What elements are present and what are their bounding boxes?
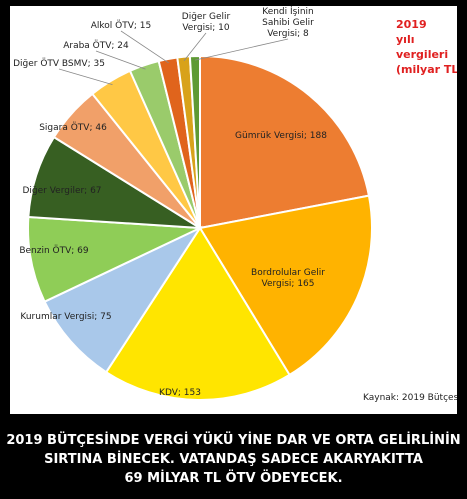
slice-label-line: Diğer Gelir (182, 12, 231, 22)
slice-label: Diğer Gelir Vergisi; 10 (182, 12, 231, 33)
slice-label: Araba ÖTV; 24 (63, 40, 129, 51)
slice-label: Kendi İşinin Sahibi Gelir Vergisi; 8 (262, 6, 314, 39)
slice-label-line: Sigara ÖTV; 46 (39, 122, 107, 133)
slice-label: Gümrük Vergisi; 188 (235, 131, 327, 141)
slice-label-line: Alkol ÖTV; 15 (91, 20, 152, 31)
slice-label-line: Bordrolular Gelir (251, 268, 325, 278)
leader-line (120, 30, 169, 64)
slice-label: Sigara ÖTV; 46 (39, 122, 107, 133)
caption: 2019 BÜTÇESİNDE VERGİ YÜKÜ YİNE DAR VE O… (0, 422, 467, 496)
leader-line (195, 38, 289, 61)
slice-label: KDV; 153 (159, 388, 201, 398)
caption-line: SIRTINA BİNECEK. VATANDAŞ SADECE AKARYAK… (44, 451, 423, 467)
slice-label-line: Diğer ÖTV BSMV; 35 (13, 58, 105, 69)
note-line: 2019 (396, 18, 427, 31)
slice-label-line: Kurumlar Vergisi; 75 (20, 312, 111, 322)
pie-slice (188, 54, 201, 229)
pie-slice (104, 226, 291, 401)
slice-label-line: Gümrük Vergisi; 188 (235, 131, 327, 141)
pie-slices (27, 54, 373, 401)
pie-slice (199, 54, 371, 230)
leader-line (183, 32, 207, 62)
caption-line: 2019 BÜTÇESİNDE VERGİ YÜKÜ YİNE DAR VE O… (6, 432, 461, 448)
note-line: (milyar TL) (396, 63, 457, 76)
note-line: yılı (396, 33, 414, 46)
caption-line: 69 MİLYAR TL ÖTV ÖDEYECEK. (124, 470, 343, 486)
source-note: Kaynak: 2019 Bütçesi (363, 393, 457, 403)
chart-note: 2019 yılı vergileri (milyar TL) (396, 18, 457, 76)
slice-label-line: Kendi İşinin (262, 6, 314, 17)
slice-label: Bordrolular Gelir Vergisi; 165 (251, 268, 325, 289)
slice-label-line: Sahibi Gelir (262, 18, 314, 28)
leader-line (95, 50, 146, 70)
pie-slice (43, 225, 203, 374)
slice-label-line: Benzin ÖTV; 69 (19, 245, 89, 256)
slice-label-line: Diğer Vergiler; 67 (22, 186, 101, 196)
slice-label: Diğer ÖTV BSMV; 35 (13, 58, 105, 69)
slice-label-line: Vergisi; 10 (182, 23, 230, 33)
slice-label-line: Araba ÖTV; 24 (63, 40, 129, 51)
slice-label-line: KDV; 153 (159, 388, 201, 398)
leader-lines (58, 30, 289, 85)
chart-card: Gümrük Vergisi; 188 Bordrolular Gelir Verg… (10, 6, 457, 414)
slice-label: Kurumlar Vergisi; 75 (20, 312, 111, 322)
note-line: vergileri (396, 48, 448, 61)
slice-label-line: Vergisi; 8 (267, 29, 309, 39)
pie-slice (198, 194, 373, 377)
slice-label-line: Vergisi; 165 (261, 279, 314, 289)
slice-label: Diğer Vergiler; 67 (22, 186, 101, 196)
slice-label: Benzin ÖTV; 69 (19, 245, 89, 256)
slice-label: Alkol ÖTV; 15 (91, 20, 152, 31)
leader-line (58, 68, 113, 85)
